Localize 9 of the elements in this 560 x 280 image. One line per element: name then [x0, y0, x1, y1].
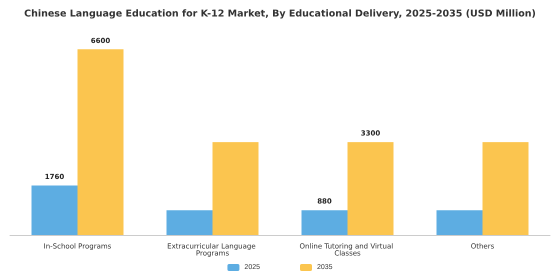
bar	[302, 210, 348, 235]
bar	[436, 210, 482, 235]
bar	[32, 185, 78, 235]
bar	[482, 142, 528, 235]
bar	[348, 142, 394, 235]
bar	[78, 49, 124, 235]
chart-title: Chinese Language Education for K-12 Market, By Educational Delivery, 2025-2035 (USD Million)	[24, 8, 536, 20]
bar	[212, 142, 258, 235]
bar	[166, 210, 212, 235]
